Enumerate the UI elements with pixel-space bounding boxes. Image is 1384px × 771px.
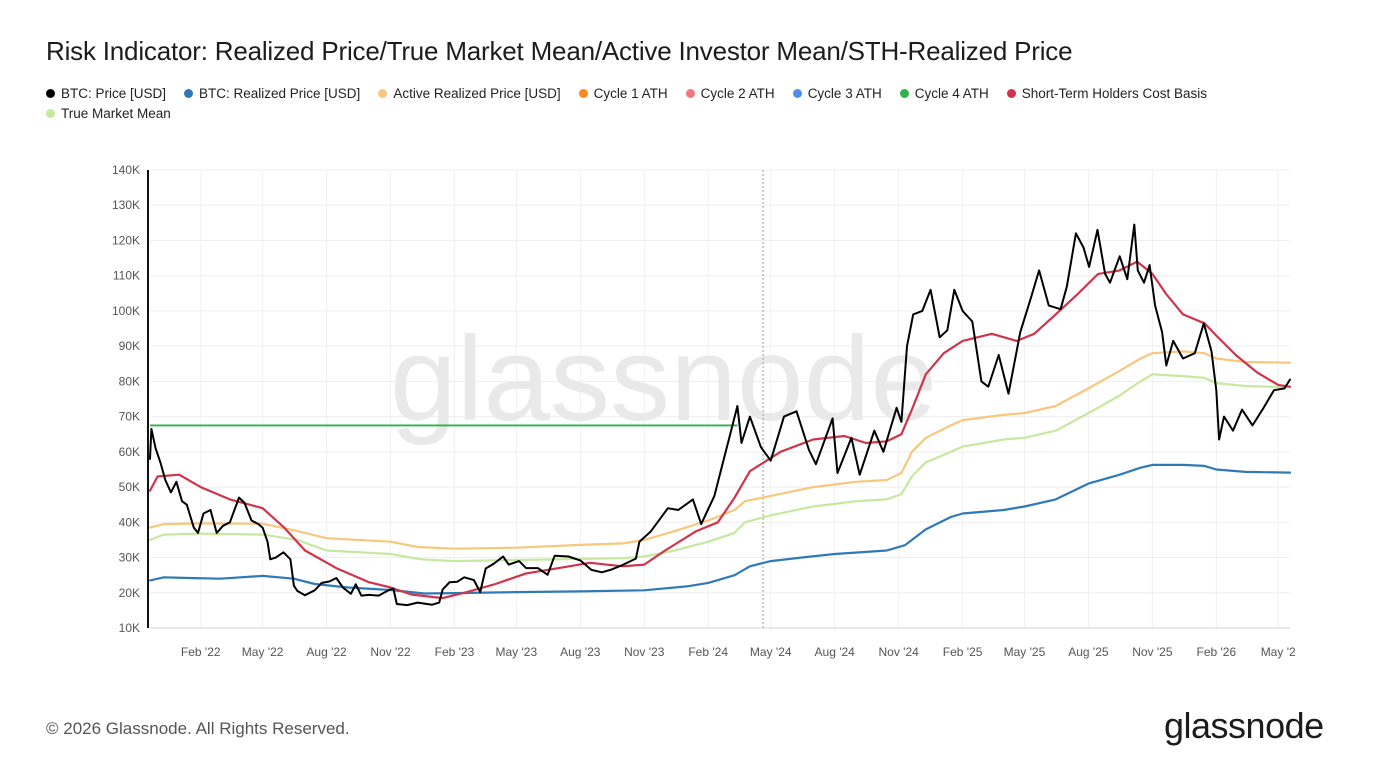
- legend-swatch: [792, 88, 802, 98]
- copyright-text: © 2026 Glassnode. All Rights Reserved.: [46, 719, 350, 738]
- y-tick-label: 120K: [112, 233, 140, 247]
- legend-swatch: [578, 88, 588, 98]
- y-tick-label: 40K: [119, 515, 140, 529]
- legend-item[interactable]: Active Realized Price [USD]: [378, 85, 561, 101]
- legend-swatch: [378, 88, 388, 98]
- legend-swatch: [46, 88, 55, 98]
- axis-layer: 10K 20K 30K 40K 50K 60K 70K 80K 90K 100K 110K 120K 1…: [112, 163, 1296, 659]
- legend-swatch: [685, 88, 695, 98]
- y-tick-label: 140K: [112, 163, 140, 177]
- x-tick-label: May '22: [242, 645, 284, 659]
- x-tick-label: Aug '24: [815, 645, 856, 659]
- y-tick-label: 90K: [119, 339, 140, 353]
- x-tick-label: Aug '22: [306, 645, 347, 659]
- x-tick-label: Feb '23: [435, 645, 475, 659]
- chart-title: Risk Indicator: Realized Price/True Mark…: [46, 36, 1073, 66]
- legend-item[interactable]: Cycle 4 ATH: [899, 85, 989, 101]
- price-chart: glassnode 10K 20K 30K 40K 50K 60K 70K 80K 90K 100…: [112, 163, 1296, 659]
- series-true-market-mean: [148, 373, 1292, 563]
- grid-lines: [150, 169, 1290, 629]
- y-tick-label: 30K: [119, 551, 140, 565]
- chart-legend: BTC: Price [USD] BTC: Realized Price [USD…: [46, 85, 1336, 121]
- x-tick-label: Nov '24: [878, 645, 919, 659]
- x-tick-label: Feb '22: [181, 645, 221, 659]
- x-tick-label: May '2: [1261, 645, 1296, 659]
- x-tick-label: May '25: [1004, 645, 1046, 659]
- x-tick-label: Aug '23: [560, 645, 601, 659]
- y-tick-label: 100K: [112, 304, 140, 318]
- legend-swatch: [46, 108, 55, 118]
- watermark: glassnode: [390, 312, 937, 446]
- legend-item[interactable]: Cycle 2 ATH: [685, 85, 775, 101]
- x-tick-label: Aug '25: [1068, 645, 1109, 659]
- series-btc-realized-price-usd: [148, 463, 1292, 595]
- series-short-term-holders-cost-basis: [148, 260, 1292, 600]
- y-tick-label: 70K: [119, 410, 140, 424]
- series-active-realized-price-usd: [148, 350, 1292, 550]
- x-tick-label: Nov '25: [1132, 645, 1173, 659]
- y-tick-label: 20K: [119, 586, 140, 600]
- y-tick-label: 50K: [119, 480, 140, 494]
- legend-item[interactable]: BTC: Price [USD]: [46, 85, 166, 101]
- x-tick-label: Nov '22: [370, 645, 411, 659]
- y-tick-label: 10K: [119, 621, 140, 635]
- x-tick-label: Feb '26: [1196, 645, 1236, 659]
- legend-label: Cycle 4 ATH: [914, 85, 989, 101]
- y-tick-label: 130K: [112, 198, 140, 212]
- legend-label: Cycle 2 ATH: [700, 85, 775, 101]
- series-btc-price-usd: [149, 223, 1291, 607]
- legend-item[interactable]: BTC: Realized Price [USD]: [184, 85, 360, 101]
- legend-label: Active Realized Price [USD]: [393, 85, 561, 101]
- legend-item[interactable]: True Market Mean: [46, 105, 171, 121]
- x-tick-label: Nov '23: [624, 645, 665, 659]
- x-tick-label: Feb '24: [688, 645, 728, 659]
- x-tick-label: May '24: [750, 645, 792, 659]
- legend-swatch: [184, 88, 194, 98]
- legend-item[interactable]: Cycle 1 ATH: [578, 85, 668, 101]
- legend-label: BTC: Price [USD]: [61, 85, 167, 101]
- legend-label: Cycle 1 ATH: [593, 85, 668, 101]
- legend-label: True Market Mean: [61, 105, 171, 121]
- legend-item[interactable]: Short-Term Holders Cost Basis: [1006, 85, 1208, 101]
- y-tick-label: 60K: [119, 445, 140, 459]
- legend-item[interactable]: Cycle 3 ATH: [792, 85, 882, 101]
- series-layer: [148, 223, 1292, 607]
- y-tick-label: 110K: [113, 269, 140, 283]
- glassnode-logo[interactable]: glassnode: [1164, 705, 1324, 746]
- x-tick-label: Feb '25: [943, 645, 983, 659]
- y-tick-label: 80K: [119, 374, 140, 388]
- legend-label: BTC: Realized Price [USD]: [199, 85, 361, 101]
- legend-label: Cycle 3 ATH: [807, 85, 882, 101]
- legend-label: Short-Term Holders Cost Basis: [1021, 85, 1208, 101]
- x-tick-label: May '23: [496, 645, 538, 659]
- legend-swatch: [1006, 88, 1016, 98]
- legend-swatch: [899, 88, 909, 98]
